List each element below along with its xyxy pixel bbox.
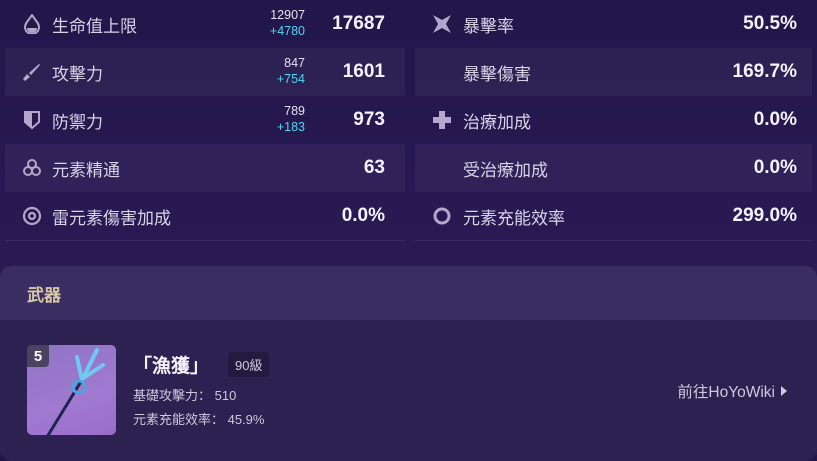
stat-row-electro-dmg: 雷元素傷害加成 0.0% — [5, 192, 405, 240]
stat-row-hp: 生命值上限 12907 +4780 17687 — [5, 0, 405, 48]
stat-value: 1601 — [342, 61, 385, 82]
stat-bonus: +754 — [276, 72, 305, 86]
stat-label: 生命值上限 — [52, 16, 137, 36]
chevron-right-icon — [781, 386, 787, 396]
stat-value: 17687 — [332, 13, 385, 34]
stat-label: 治療加成 — [463, 112, 531, 132]
rarity-badge: 5 — [27, 345, 49, 367]
stat-base: 789 — [284, 104, 305, 118]
stat-row-crit-rate: 暴擊率 50.5% — [415, 0, 812, 48]
weapon-level: 90級 — [228, 352, 270, 377]
stat-value: 0.0% — [753, 109, 797, 130]
stat-row-energy-recharge: 元素充能效率 299.0% — [415, 192, 812, 240]
stat-label: 防禦力 — [52, 112, 103, 132]
hoyowiki-link-label: 前往HoYoWiki — [677, 384, 775, 401]
stat-label: 暴擊傷害 — [463, 64, 531, 84]
stat-row-em: 元素精通 63 — [5, 144, 405, 192]
stat-value: 50.5% — [743, 13, 797, 34]
stat-value: 63 — [363, 157, 385, 178]
energy-recharge-icon — [432, 206, 452, 226]
weapon-substat: 元素充能效率： 45.9% — [133, 412, 265, 427]
elemental-mastery-icon — [22, 158, 42, 178]
electro-icon — [22, 206, 42, 226]
stat-label: 雷元素傷害加成 — [52, 208, 171, 228]
healing-cross-icon — [432, 110, 452, 130]
hoyowiki-link[interactable]: 前往HoYoWiki — [677, 380, 787, 402]
stats-left-column: 生命值上限 12907 +4780 17687 攻擊力 847 +754 1601 … — [5, 0, 405, 241]
stat-label: 元素充能效率 — [463, 208, 565, 228]
stat-value: 299.0% — [732, 205, 797, 226]
weapon-image: 5 — [27, 345, 116, 435]
weapon-base-atk: 基礎攻擊力： 510 — [133, 388, 237, 403]
weapon-name: 「漁獲」 — [133, 356, 210, 377]
stat-value: 973 — [353, 109, 385, 130]
shield-icon — [22, 110, 42, 130]
stat-value: 0.0% — [753, 157, 797, 178]
stat-base: 847 — [284, 56, 305, 70]
weapon-header: 武器 — [0, 266, 817, 320]
stat-label: 暴擊率 — [463, 16, 514, 36]
weapon-panel: 武器 5 「漁獲」 90級 基礎攻擊力： 510 元素充能效率： 45.9% 前… — [0, 266, 817, 461]
stat-row-incoming-healing: 受治療加成 0.0% — [415, 144, 812, 192]
stat-row-crit-dmg: 暴擊傷害 169.7% — [415, 48, 812, 96]
hp-drop-icon — [22, 14, 42, 34]
stat-label: 攻擊力 — [52, 64, 103, 84]
stat-value: 169.7% — [732, 61, 797, 82]
stat-base: 12907 — [270, 8, 305, 22]
stat-row-atk: 攻擊力 847 +754 1601 — [5, 48, 405, 96]
polearm-icon — [46, 348, 105, 435]
stat-label: 受治療加成 — [463, 160, 548, 180]
sword-icon — [22, 62, 42, 82]
stat-bonus: +183 — [276, 120, 305, 134]
stat-value: 0.0% — [341, 205, 385, 226]
stats-right-column: 暴擊率 50.5% 暴擊傷害 169.7% 治療加成 0.0% 受治療加成 0.… — [415, 0, 812, 241]
stat-row-healing: 治療加成 0.0% — [415, 96, 812, 144]
stat-label: 元素精通 — [52, 160, 120, 180]
stat-bonus: +4780 — [269, 24, 305, 38]
stat-row-def: 防禦力 789 +183 973 — [5, 96, 405, 144]
crit-star-icon — [432, 14, 452, 34]
